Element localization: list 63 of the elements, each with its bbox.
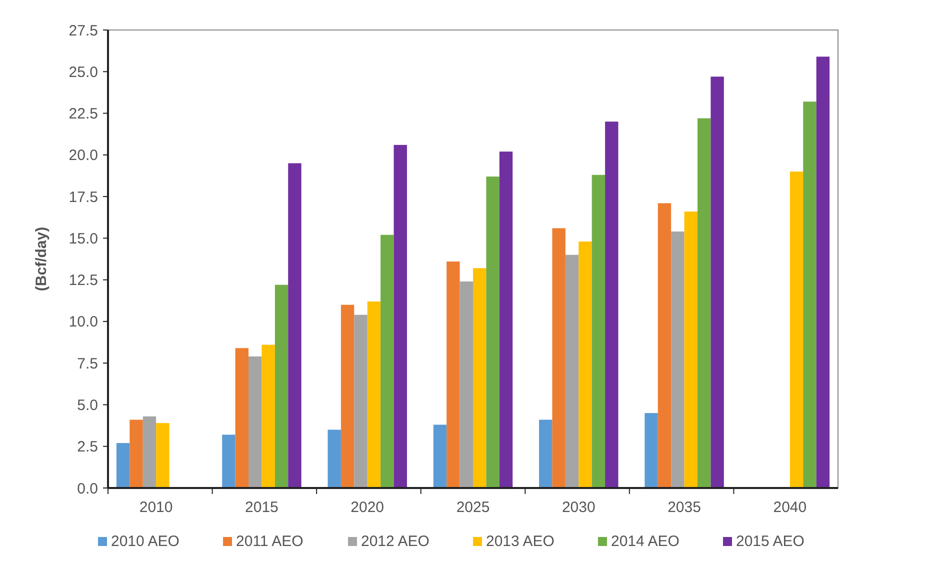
y-tick-label: 2.5 [77,438,98,456]
x-tick-label: 2020 [350,499,384,516]
bar [433,424,447,488]
y-axis-title: (Bcf/day) [33,226,50,292]
bar [380,234,394,488]
y-tick-label: 10.0 [68,314,98,331]
y-tick-label: 0.0 [77,480,98,498]
bar [644,413,658,488]
bar [499,152,513,488]
x-tick-label: 2025 [456,499,490,516]
bar [248,356,262,488]
y-tick-label: 7.5 [77,355,98,372]
legend-label: 2015 AEO [736,533,804,550]
bar [222,434,236,488]
y-tick-label: 27.5 [68,22,98,40]
bar [671,232,684,488]
legend-label: 2014 AEO [611,533,680,550]
bar [367,301,381,488]
bar [592,174,606,488]
bar [816,56,830,488]
x-tick-label: 2010 [139,499,173,516]
bar [697,118,711,488]
y-tick-label: 12.5 [68,272,98,290]
bar [578,242,592,488]
bar [288,163,302,488]
x-tick-label: 2035 [668,499,701,516]
bar [486,176,500,488]
x-tick-label: 2030 [562,499,596,516]
y-tick-label: 20.0 [68,147,98,164]
bar [684,212,698,488]
x-tick-label: 2015 [245,499,278,516]
bar [274,284,288,488]
bar [539,420,552,488]
bar [354,314,368,488]
bar [658,203,672,488]
bar [130,420,143,488]
bar [552,228,566,488]
bar [116,443,130,488]
bar [803,102,816,488]
legend-label: 2011 AEO [236,533,304,550]
legend-label: 2012 AEO [361,533,430,550]
bar [710,76,724,488]
y-tick-label: 22.5 [68,106,98,123]
x-tick-label: 2040 [773,499,807,516]
bar [565,254,579,488]
y-tick-label: 17.5 [68,188,98,206]
bar [328,430,341,488]
bar [446,262,460,488]
legend-label: 2010 AEO [111,533,180,550]
bar [790,172,804,488]
bar [394,144,407,488]
bar [473,268,486,488]
y-tick-label: 25.0 [68,64,98,81]
bar [235,348,249,488]
bar [156,423,170,488]
y-tick-label: 5.0 [77,396,98,414]
legend-label: 2013 AEO [486,533,554,550]
bar [262,344,275,488]
bar [460,281,473,488]
y-tick-label: 15.0 [68,230,98,248]
bar [340,304,354,488]
bar [605,122,618,488]
bar [142,416,156,488]
